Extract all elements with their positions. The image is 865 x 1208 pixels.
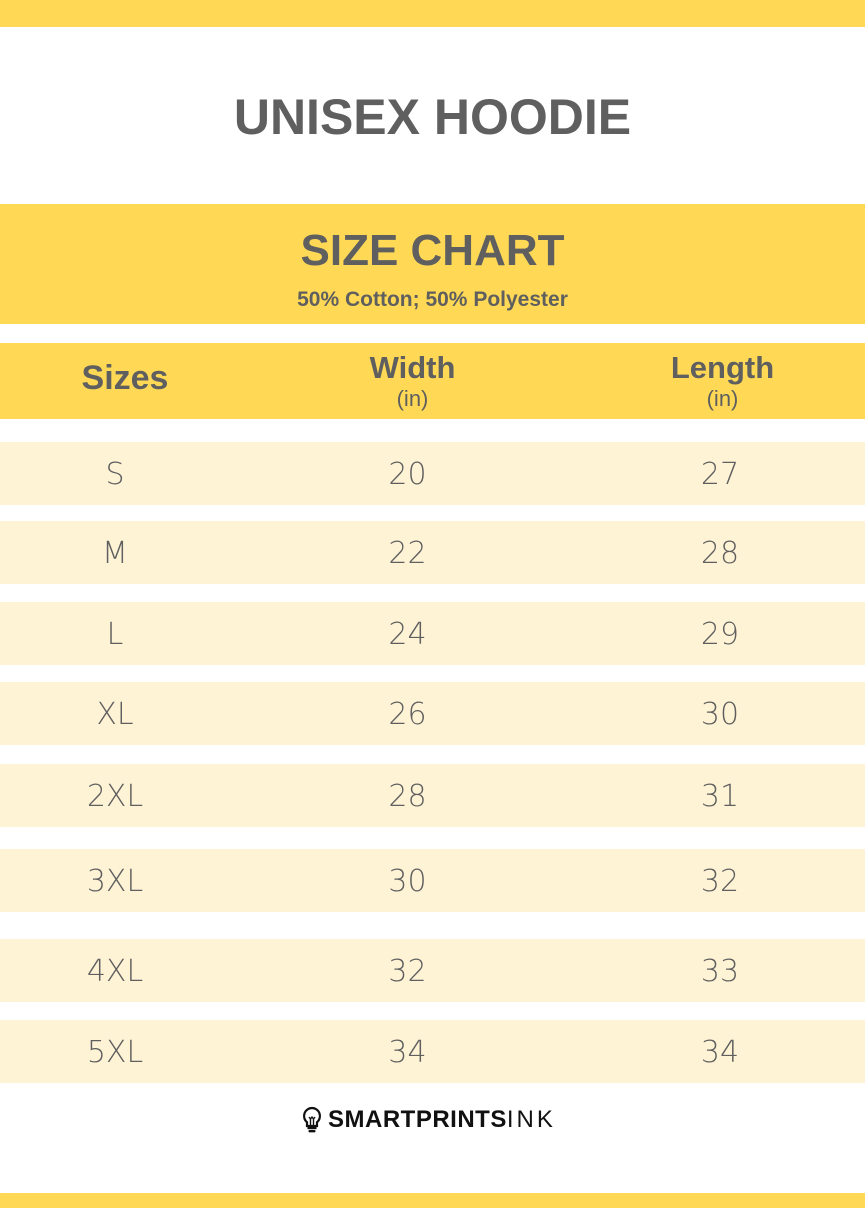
cell-width: 34 <box>388 1035 427 1070</box>
column-label: Length <box>670 350 775 385</box>
cell-length: 27 <box>700 457 740 492</box>
cell-length: 30 <box>700 697 740 732</box>
cell-size: 4XL <box>86 954 144 989</box>
table-row: 4XL 32 33 <box>0 939 865 1002</box>
column-header-sizes: Sizes <box>40 359 210 398</box>
table-row: L 24 29 <box>0 602 865 665</box>
cell-size: 2XL <box>86 779 144 814</box>
cell-length: 34 <box>700 1035 740 1070</box>
cell-width: 24 <box>388 617 427 652</box>
cell-width: 30 <box>388 864 427 899</box>
cell-size: 3XL <box>86 864 144 899</box>
table-row: M 22 28 <box>0 521 865 584</box>
logo-text-bold: SMARTPRINTS <box>328 1106 507 1133</box>
column-label: Width <box>369 350 456 385</box>
cell-length: 32 <box>700 864 740 899</box>
brand-logo: SMARTPRINTS INK <box>302 1104 556 1136</box>
size-chart-banner: SIZE CHART 50% Cotton; 50% Polyester <box>0 204 865 324</box>
cell-length: 33 <box>700 954 740 989</box>
column-header-width: Width (in) <box>330 350 495 412</box>
page-title: UNISEX HOODIE <box>233 89 632 145</box>
table-row: 5XL 34 34 <box>0 1020 865 1083</box>
banner-title: SIZE CHART <box>300 226 565 275</box>
cell-width: 28 <box>388 779 427 814</box>
table-row: 2XL 28 31 <box>0 764 865 827</box>
table-header: Sizes Width (in) Length (in) <box>0 343 865 419</box>
cell-size: XL <box>96 697 134 732</box>
cell-size: 5XL <box>86 1035 144 1070</box>
top-accent-bar <box>0 0 865 27</box>
cell-length: 28 <box>700 536 740 571</box>
column-unit: (in) <box>396 386 429 411</box>
cell-length: 31 <box>700 779 740 814</box>
lightbulb-icon <box>302 1106 322 1133</box>
cell-width: 20 <box>388 457 427 492</box>
table-row: XL 26 30 <box>0 682 865 745</box>
table-row: S 20 27 <box>0 442 865 505</box>
cell-size: S <box>105 457 125 492</box>
bottom-accent-bar <box>0 1193 865 1208</box>
cell-size: L <box>106 617 124 652</box>
cell-width: 26 <box>388 697 427 732</box>
cell-width: 22 <box>388 536 427 571</box>
logo-text-light: INK <box>506 1106 556 1133</box>
column-header-length: Length (in) <box>640 350 805 412</box>
cell-width: 32 <box>388 954 427 989</box>
column-label: Sizes <box>81 359 169 397</box>
cell-length: 29 <box>700 617 740 652</box>
table-row: 3XL 30 32 <box>0 849 865 912</box>
column-unit: (in) <box>706 386 739 411</box>
cell-size: M <box>102 536 128 571</box>
banner-subtitle: 50% Cotton; 50% Polyester <box>297 288 568 311</box>
